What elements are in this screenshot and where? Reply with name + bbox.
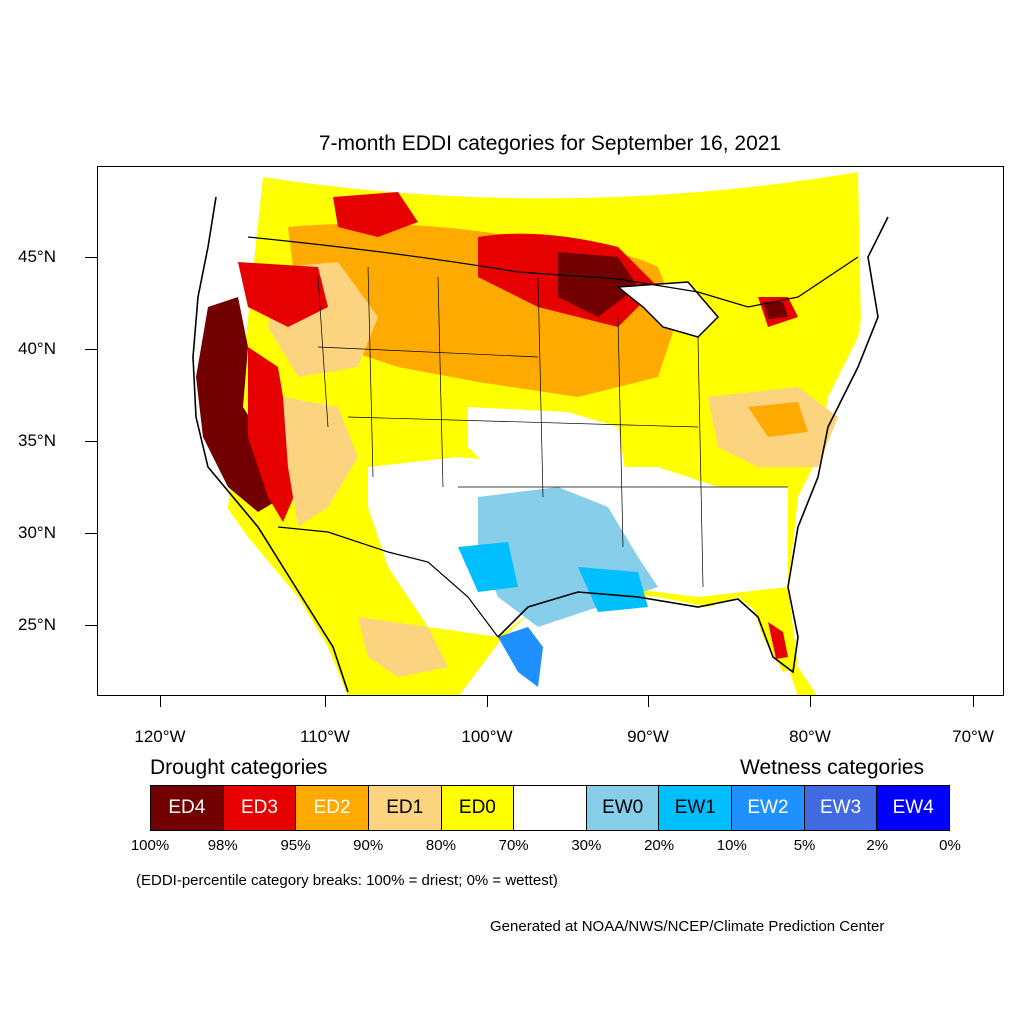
lat-label: 35°N — [18, 431, 56, 450]
percentile-label: 5% — [793, 837, 816, 854]
lat-label: 30°N — [18, 523, 56, 542]
lat-label: 45°N — [18, 247, 56, 266]
percentile-label: 98% — [207, 837, 238, 854]
lon-tick — [973, 696, 974, 707]
lon-label: 110°W — [300, 727, 350, 746]
lon-tick — [160, 696, 161, 707]
map-title: 7-month EDDI categories for September 16… — [318, 132, 782, 155]
lat-tick — [85, 441, 97, 442]
region-ed3-nw — [238, 262, 328, 327]
pacific-ocean — [98, 167, 348, 695]
florida-ed3 — [768, 622, 788, 659]
lat-tick — [85, 533, 97, 534]
percentile-label: 2% — [866, 837, 889, 854]
region-ew2-coast — [498, 627, 543, 687]
legend-category-ew2: EW2 — [732, 786, 805, 830]
lon-label: 100°W — [461, 727, 513, 746]
legend-category-ed4: ED4 — [151, 786, 224, 830]
lon-tick — [810, 696, 811, 707]
legend-color-bar: ED4 ED3 ED2 ED1 ED0 EW0 EW1 EW2 EW3 EW4 — [150, 785, 950, 831]
percentile-label: 70% — [498, 837, 529, 854]
percentile-label: 30% — [571, 837, 602, 854]
percentile-label: 95% — [280, 837, 311, 854]
percentile-label: 80% — [425, 837, 456, 854]
atlantic-ocean — [788, 167, 1003, 695]
region-ed1-mexico — [358, 617, 448, 677]
legend-category-ed2: ED2 — [296, 786, 369, 830]
lat-tick — [85, 257, 97, 258]
eddi-map-canvas — [98, 167, 1003, 695]
canada-area — [263, 167, 858, 199]
east-coastline — [787, 216, 889, 588]
lat-tick — [85, 625, 97, 626]
percentile-label: 90% — [353, 837, 384, 854]
us-mexico-border — [277, 526, 499, 638]
wetness-heading: Wetness categories — [740, 756, 925, 779]
lon-tick — [487, 696, 488, 707]
west-coastline — [192, 196, 349, 693]
lon-label: 70°W — [952, 727, 994, 746]
drought-heading: Drought categories — [150, 756, 328, 779]
region-ew1-gulf — [578, 567, 648, 612]
percentile-label: 0% — [939, 837, 961, 854]
legend-category-normal — [514, 786, 587, 830]
us-canada-border — [247, 236, 859, 308]
eddi-map — [97, 166, 1004, 696]
category-note: (EDDI-percentile category breaks: 100% =… — [136, 872, 558, 889]
region-ed3-west — [248, 347, 298, 522]
lon-label: 120°W — [134, 727, 186, 746]
legend-category-ew0: EW0 — [586, 786, 660, 830]
legend-category-ed0: ED0 — [441, 786, 515, 830]
legend-category-ed3: ED3 — [223, 786, 297, 830]
credit-text: Generated at NOAA/NWS/NCEP/Climate Predi… — [490, 918, 885, 935]
gulf-coastline — [497, 586, 799, 674]
legend-category-ed1: ED1 — [368, 786, 442, 830]
percentile-label: 20% — [644, 837, 675, 854]
percentile-label: 100% — [130, 837, 170, 854]
lat-label: 25°N — [18, 615, 56, 634]
region-ed4-ne — [763, 302, 788, 319]
legend-category-ew4: EW4 — [877, 786, 950, 830]
region-normal-central — [468, 407, 628, 487]
region-ed4-north — [558, 252, 638, 317]
region-ed2-east — [748, 402, 808, 437]
lon-label: 80°W — [789, 727, 831, 746]
percentile-label: 10% — [716, 837, 747, 854]
lat-label: 40°N — [18, 339, 56, 358]
region-ew1-texas — [458, 542, 518, 592]
lon-tick — [648, 696, 649, 707]
region-ed2-west — [283, 397, 358, 527]
lon-tick — [325, 696, 326, 707]
lat-tick — [85, 349, 97, 350]
state-lines — [317, 266, 788, 588]
legend-category-ew3: EW3 — [804, 786, 878, 830]
legend-category-ew1: EW1 — [659, 786, 733, 830]
lon-label: 90°W — [627, 727, 669, 746]
region-ed3-mt — [333, 192, 418, 237]
